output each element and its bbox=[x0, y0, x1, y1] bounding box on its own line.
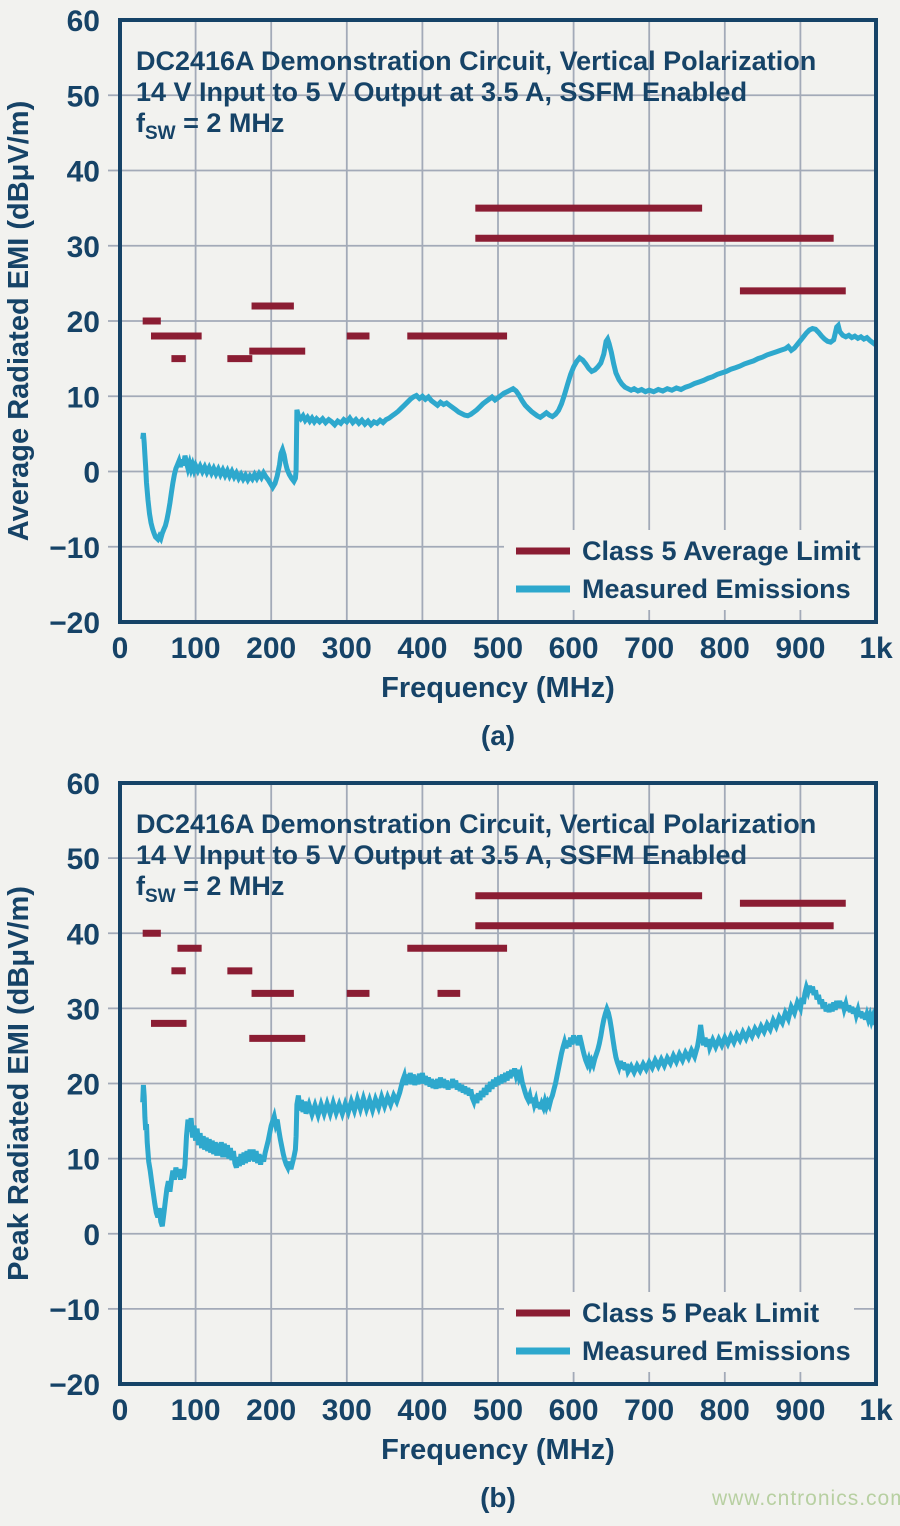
emi-chart-peak: 0 100 200 300 400 500 600 700 800 900 1k 60 50 40 30 20… bbox=[0, 768, 900, 1526]
x-tick-label: 500 bbox=[473, 1394, 523, 1427]
y-tick-label: −20 bbox=[49, 1369, 100, 1402]
plot-frame bbox=[118, 781, 878, 1386]
measured-emissions-trace bbox=[140, 320, 878, 545]
y-tick-label: 10 bbox=[67, 381, 100, 414]
y-tick-label: 0 bbox=[83, 1219, 100, 1252]
y-tick-label: 20 bbox=[67, 306, 100, 339]
x-tick-label: 700 bbox=[624, 1394, 674, 1427]
y-tick-label: 40 bbox=[67, 156, 100, 189]
y-tick-label: 20 bbox=[67, 1069, 100, 1102]
y-tick-label: −10 bbox=[49, 532, 100, 565]
x-tick-label: 900 bbox=[775, 632, 825, 665]
y-tick-label: 10 bbox=[67, 1144, 100, 1177]
x-tick-label: 1k bbox=[859, 632, 893, 665]
x-axis-title: Frequency (MHz) bbox=[381, 672, 615, 704]
y-tick-label: −20 bbox=[49, 607, 100, 640]
x-tick-label: 200 bbox=[246, 1394, 296, 1427]
y-tick-label: 30 bbox=[67, 993, 100, 1026]
plot-frame bbox=[118, 18, 878, 624]
chart-title-line: 14 V Input to 5 V Output at 3.5 A, SSFM … bbox=[136, 840, 747, 870]
x-tick-label: 400 bbox=[397, 632, 447, 665]
chart-title-line: DC2416A Demonstration Circuit, Vertical … bbox=[136, 809, 816, 839]
x-tick-label: 300 bbox=[322, 632, 372, 665]
y-tick-label: −10 bbox=[49, 1294, 100, 1327]
legend: Class 5 Average Limit Measured Emissions bbox=[504, 530, 861, 610]
y-tick-label: 40 bbox=[67, 918, 100, 951]
legend-background bbox=[504, 530, 854, 610]
legend: Class 5 Peak Limit Measured Emissions bbox=[504, 1292, 854, 1372]
y-tick-label: 50 bbox=[67, 80, 100, 113]
x-tick-label: 600 bbox=[549, 632, 599, 665]
panel-label: (a) bbox=[481, 720, 515, 751]
peak-emi-plot: 0 100 200 300 400 500 600 700 800 900 1k6050403020… bbox=[3, 768, 893, 1513]
x-tick-label: 400 bbox=[397, 1394, 447, 1427]
x-tick-label: 800 bbox=[700, 1394, 750, 1427]
y-tick-label: 0 bbox=[83, 457, 100, 490]
x-tick-label: 100 bbox=[171, 1394, 221, 1427]
y-axis-title: Average Radiated EMI (dBμV/m) bbox=[3, 101, 35, 541]
legend-label: Class 5 Average Limit bbox=[582, 536, 861, 566]
x-tick-label: 300 bbox=[322, 1394, 372, 1427]
x-tick-label: 0 bbox=[112, 632, 129, 665]
legend-label: Class 5 Peak Limit bbox=[582, 1298, 819, 1328]
x-tick-label: 200 bbox=[246, 632, 296, 665]
y-tick-label: 60 bbox=[67, 770, 100, 801]
legend-label: Measured Emissions bbox=[582, 1336, 851, 1366]
y-tick-label: 60 bbox=[67, 5, 100, 38]
measured-emissions-trace bbox=[140, 978, 878, 1227]
legend-label: Measured Emissions bbox=[582, 574, 851, 604]
x-axis-title: Frequency (MHz) bbox=[381, 1434, 615, 1466]
x-tick-label: 100 bbox=[171, 632, 221, 665]
y-tick-label: 30 bbox=[67, 231, 100, 264]
x-tick-label: 1k bbox=[859, 1394, 893, 1427]
x-tick-label: 900 bbox=[775, 1394, 825, 1427]
emi-chart-average: 0 100 200 300 400 500 600 700 800 900 1k 60 50 40 30 20… bbox=[3, 5, 893, 751]
x-tick-label: 700 bbox=[624, 632, 674, 665]
panel-label: (b) bbox=[480, 1482, 516, 1513]
y-axis-title: Peak Radiated EMI (dBμV/m) bbox=[3, 886, 35, 1281]
chart-title-line: 14 V Input to 5 V Output at 3.5 A, SSFM … bbox=[136, 77, 747, 107]
chart-title-line: DC2416A Demonstration Circuit, Vertical … bbox=[136, 46, 816, 76]
average-emi-plot: 0 100 200 300 400 500 600 700 800 900 1k6050403020… bbox=[3, 5, 893, 751]
legend-background bbox=[504, 1292, 854, 1372]
x-tick-label: 800 bbox=[700, 632, 750, 665]
watermark: www.cntronics.com bbox=[712, 1487, 900, 1510]
x-tick-label: 0 bbox=[112, 1394, 129, 1427]
x-tick-label: 500 bbox=[473, 632, 523, 665]
chart-title-fsw: fSW = 2 MHz bbox=[136, 108, 284, 144]
x-tick-label: 600 bbox=[549, 1394, 599, 1427]
chart-title-fsw: fSW = 2 MHz bbox=[136, 871, 284, 907]
y-tick-label: 50 bbox=[67, 843, 100, 876]
